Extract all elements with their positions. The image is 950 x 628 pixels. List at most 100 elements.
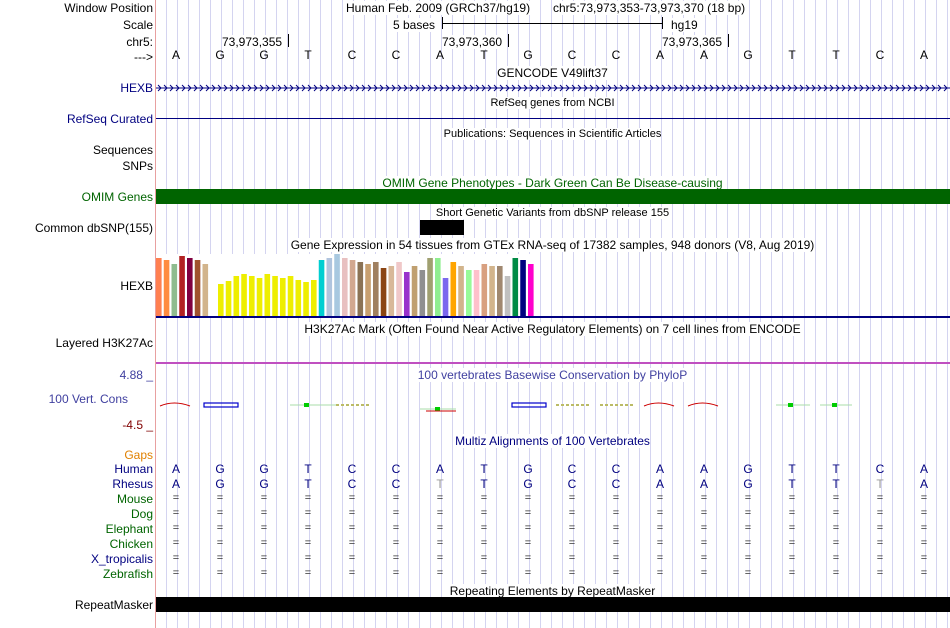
strand-arrow xyxy=(823,84,828,92)
strand-arrow xyxy=(895,84,900,92)
snps-track-label[interactable]: SNPs xyxy=(122,159,153,173)
strand-arrow xyxy=(877,84,882,92)
base-letter: C xyxy=(391,48,401,62)
strand-arrow xyxy=(199,84,204,92)
strand-arrow xyxy=(475,84,480,92)
strand-arrow xyxy=(571,84,576,92)
h3k27ac-signal-line[interactable] xyxy=(156,362,950,364)
gtex-bar xyxy=(427,258,433,316)
alignment-gap: = xyxy=(216,537,224,549)
strand-arrow xyxy=(253,84,258,92)
alignment-gap: = xyxy=(436,492,444,504)
scale-bar-right xyxy=(662,17,663,29)
strand-arrow xyxy=(385,84,390,92)
species-label[interactable]: Mouse xyxy=(116,492,153,506)
species-label[interactable]: Dog xyxy=(130,507,153,521)
gtex-bar xyxy=(520,260,526,316)
multiz-track-title[interactable]: Multiz Alignments of 100 Vertebrates xyxy=(455,434,650,448)
phylop-glyphs[interactable] xyxy=(156,398,950,414)
dbsnp-track-title[interactable]: Short Genetic Variants from dbSNP releas… xyxy=(435,207,670,219)
refseq-track-title[interactable]: RefSeq genes from NCBI xyxy=(490,97,615,109)
strand-arrow xyxy=(469,84,474,92)
alignment-gap: = xyxy=(656,522,664,534)
strand-arrow xyxy=(619,84,624,92)
h3k27ac-track-label[interactable]: Layered H3K27Ac xyxy=(55,336,153,350)
strand-arrow xyxy=(247,84,252,92)
h3k27ac-track-title[interactable]: H3K27Ac Mark (Often Found Near Active Re… xyxy=(304,322,801,336)
phylop-track-title[interactable]: 100 vertebrates Basewise Conservation by… xyxy=(417,368,688,382)
strand-arrow xyxy=(487,84,492,92)
alignment-gap: = xyxy=(480,492,488,504)
publications-track-label[interactable]: Sequences xyxy=(92,143,153,157)
gtex-bar xyxy=(528,264,534,316)
alignment-gap: = xyxy=(348,492,356,504)
omim-track-title[interactable]: OMIM Gene Phenotypes - Dark Green Can Be… xyxy=(382,176,723,190)
hexb-gene-model[interactable] xyxy=(156,82,950,94)
gtex-bar-chart[interactable] xyxy=(156,254,536,316)
gtex-bar xyxy=(373,262,379,316)
refseq-gene-line[interactable] xyxy=(156,118,950,119)
strand-arrow xyxy=(229,84,234,92)
gtex-bar xyxy=(171,264,178,316)
alignment-gap: = xyxy=(348,522,356,534)
strand-arrow xyxy=(775,84,780,92)
gtex-bar xyxy=(225,281,232,316)
dbsnp-variant[interactable] xyxy=(420,220,464,235)
alignment-gap: = xyxy=(172,492,180,504)
repeatmasker-bar[interactable] xyxy=(156,597,950,612)
omim-track-label[interactable]: OMIM Genes xyxy=(81,190,153,204)
strand-arrow xyxy=(271,84,276,92)
alignment-gap: = xyxy=(304,552,312,564)
coord-tick xyxy=(288,34,289,47)
alignment-gap: = xyxy=(524,492,532,504)
gtex-track-title[interactable]: Gene Expression in 54 tissues from GTEx … xyxy=(290,238,815,252)
gtex-bar xyxy=(256,278,263,316)
refseq-track-label[interactable]: RefSeq Curated xyxy=(66,112,153,126)
rhesus-base: T xyxy=(876,477,884,491)
species-label[interactable]: Elephant xyxy=(105,522,153,536)
alignment-gap: = xyxy=(524,537,532,549)
strand-arrow xyxy=(301,84,306,92)
human-base: C xyxy=(391,462,401,476)
human-base: G xyxy=(743,462,753,476)
alignment-gap: = xyxy=(480,507,488,519)
gtex-bar xyxy=(411,266,418,316)
human-base: T xyxy=(304,462,312,476)
species-label[interactable]: Rhesus xyxy=(112,477,153,491)
alignment-gap: = xyxy=(920,492,928,504)
gencode-track-title[interactable]: GENCODE V49lift37 xyxy=(497,66,608,80)
dbsnp-track-label[interactable]: Common dbSNP(155) xyxy=(34,221,153,235)
species-label[interactable]: Zebrafish xyxy=(102,567,153,581)
species-label[interactable]: Human xyxy=(114,462,153,476)
strand-arrow xyxy=(379,84,384,92)
strand-arrow xyxy=(697,84,702,92)
gtex-bar xyxy=(396,262,402,316)
assembly-title: Human Feb. 2009 (GRCh37/hg19) xyxy=(346,1,531,15)
rhesus-base: G xyxy=(523,477,533,491)
alignment-gap: = xyxy=(656,567,664,579)
strand-arrow xyxy=(313,84,318,92)
repeatmasker-track-title[interactable]: Repeating Elements by RepeatMasker xyxy=(449,584,656,598)
alignment-gap: = xyxy=(216,507,224,519)
strand-arrow xyxy=(601,84,606,92)
strand-arrow xyxy=(685,84,690,92)
alignment-gap: = xyxy=(744,567,752,579)
gtex-bar xyxy=(497,266,503,316)
human-base: T xyxy=(788,462,796,476)
omim-gene-bar[interactable] xyxy=(156,189,950,204)
strand-arrow xyxy=(259,84,264,92)
species-label[interactable]: Chicken xyxy=(109,537,153,551)
gtex-bar xyxy=(435,258,441,316)
alignment-gap: = xyxy=(392,522,400,534)
gtex-track-label[interactable]: HEXB xyxy=(120,279,153,293)
rhesus-base: A xyxy=(171,477,180,491)
gtex-bar xyxy=(342,258,348,316)
publications-track-title[interactable]: Publications: Sequences in Scientific Ar… xyxy=(443,128,662,140)
phylop-track-label[interactable]: 100 Vert. Cons xyxy=(48,392,128,406)
gencode-track-label[interactable]: HEXB xyxy=(120,81,153,95)
strand-arrow xyxy=(283,84,288,92)
alignment-gap: = xyxy=(260,522,268,534)
species-label[interactable]: X_tropicalis xyxy=(90,552,153,566)
repeatmasker-track-label[interactable]: RepeatMasker xyxy=(74,598,153,612)
gaps-label[interactable]: Gaps xyxy=(124,448,153,462)
